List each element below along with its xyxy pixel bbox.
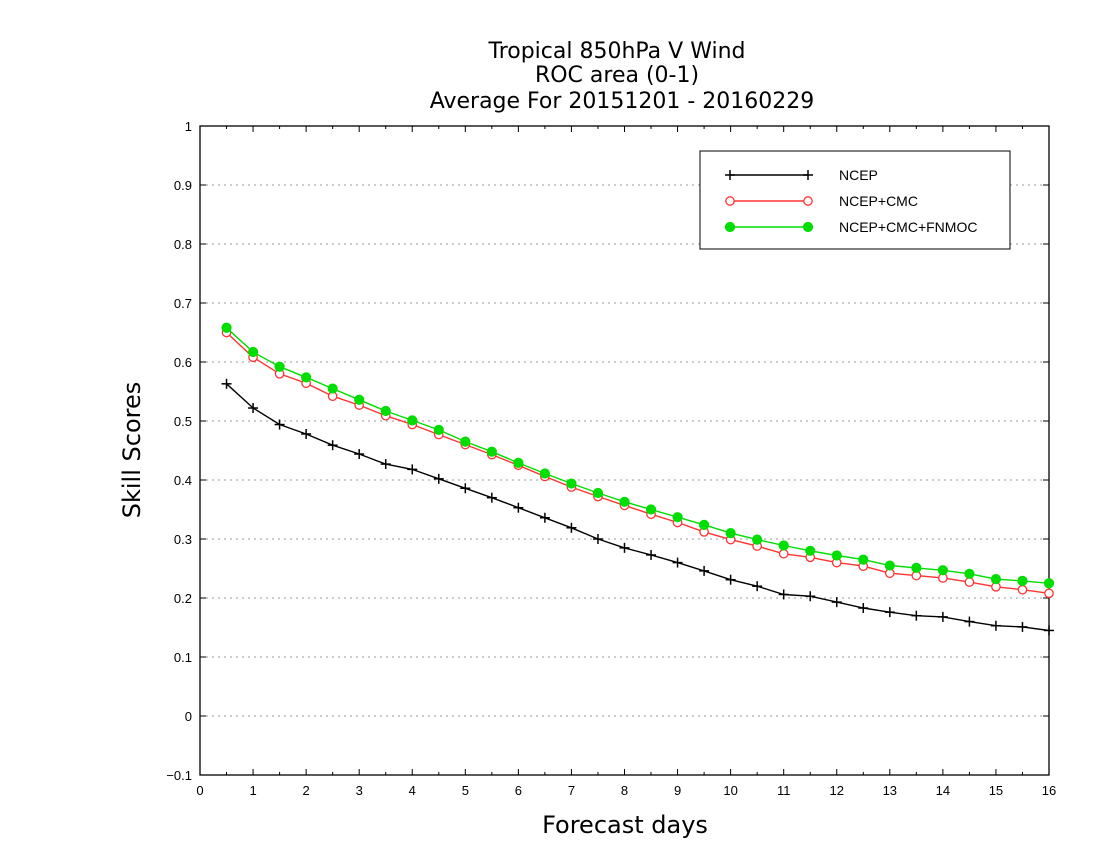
x-tick-label: 16 (1042, 783, 1056, 798)
x-axis-label: Forecast days (542, 811, 708, 839)
x-tick-label: 10 (723, 783, 737, 798)
y-tick-label: 0.7 (174, 296, 192, 311)
x-tick-label: 2 (303, 783, 310, 798)
data-point (1044, 588, 1054, 599)
title-line-2: ROC area (0-1) (535, 63, 699, 88)
data-point (354, 394, 365, 405)
x-tick-label: 14 (936, 783, 950, 798)
data-point (539, 468, 551, 479)
x-tick-label: 8 (621, 783, 628, 798)
data-point (327, 383, 338, 394)
data-point (380, 405, 391, 417)
x-tick-label: 0 (196, 783, 203, 798)
y-tick-label: 1 (185, 119, 192, 134)
y-tick-label: 0.4 (174, 473, 192, 488)
y-tick-label: 0.5 (174, 414, 192, 429)
chart-title: Tropical 850hPa V Wind ROC area (0-1) Av… (430, 39, 815, 114)
data-point (672, 512, 683, 523)
data-point (858, 554, 869, 565)
data-point (566, 478, 577, 489)
legend-marker (803, 196, 813, 206)
data-point (911, 562, 922, 574)
y-tick-label: 0 (185, 709, 192, 724)
y-tick-label: 0.3 (174, 532, 192, 547)
data-point (619, 496, 630, 507)
data-point (884, 560, 895, 571)
series-line (226, 331, 1050, 594)
y-axis: −0.1 0 0.1 0.2 0.3 0.4 0.5 0.6 0.7 0.8 0.9 1 (166, 119, 1049, 783)
data-point (274, 361, 285, 372)
data-point (1017, 584, 1028, 595)
x-axis: 0 1 2 3 4 5 6 7 8 9 10 11 12 13 14 15 16 (196, 126, 1056, 798)
data-point (433, 424, 444, 435)
y-tick-label: 0.9 (174, 178, 192, 193)
series-line (226, 383, 1050, 632)
data-point (964, 577, 975, 587)
legend-marker (724, 221, 736, 233)
data-point (592, 487, 604, 499)
y-tick-label: 0.1 (174, 650, 192, 665)
x-tick-label: 15 (989, 783, 1003, 798)
data-point (990, 574, 1002, 585)
data-point (407, 415, 418, 426)
y-tick-label: 0.6 (174, 355, 192, 370)
x-tick-label: 6 (515, 783, 522, 798)
series-line (226, 327, 1050, 584)
data-point (698, 519, 710, 530)
data-point (725, 528, 736, 539)
y-tick-label: 0.8 (174, 237, 192, 252)
y-axis-label: Skill Scores (118, 382, 146, 519)
legend-label: NCEP (839, 167, 878, 183)
x-tick-label: 11 (777, 783, 791, 798)
data-point (937, 565, 948, 576)
data-point (1017, 575, 1028, 586)
x-tick-label: 5 (462, 783, 469, 798)
series-group (221, 322, 1055, 636)
x-tick-label: 12 (830, 783, 844, 798)
x-tick-label: 13 (883, 783, 897, 798)
legend-marker (802, 221, 814, 233)
data-point (513, 457, 524, 468)
x-tick-label: 1 (249, 783, 256, 798)
legend-label: NCEP+CMC+FNMOC (839, 219, 977, 235)
legend-marker (725, 196, 735, 206)
data-point (645, 504, 657, 515)
x-tick-label: 7 (568, 783, 575, 798)
x-tick-label: 4 (409, 783, 416, 798)
data-point (1043, 578, 1055, 589)
grid-lines (200, 184, 1049, 717)
y-tick-label: 0.2 (174, 591, 192, 606)
data-point (247, 346, 259, 358)
data-point (301, 372, 312, 383)
data-point (831, 550, 842, 561)
title-line-3: Average For 20151201 - 20160229 (430, 89, 815, 114)
series-ncep-cmc (221, 327, 1054, 599)
legend: NCEP NCEP+CMC NCEP+CMC+FNMOC (699, 150, 1011, 250)
series-ncep-cmc-fnmoc (221, 322, 1055, 589)
data-point (805, 545, 816, 556)
series-ncep (221, 378, 1054, 636)
data-point (964, 568, 975, 579)
data-point (460, 436, 471, 447)
title-line-1: Tropical 850hPa V Wind (487, 39, 745, 64)
x-tick-label: 3 (356, 783, 363, 798)
data-point (778, 548, 789, 559)
legend-label: NCEP+CMC (839, 193, 918, 209)
data-point (486, 446, 497, 457)
data-point (778, 540, 789, 551)
legend-box (699, 150, 1011, 250)
data-point (221, 322, 232, 333)
data-point (752, 534, 763, 545)
x-tick-label: 9 (674, 783, 681, 798)
y-tick-label: −0.1 (166, 768, 192, 783)
